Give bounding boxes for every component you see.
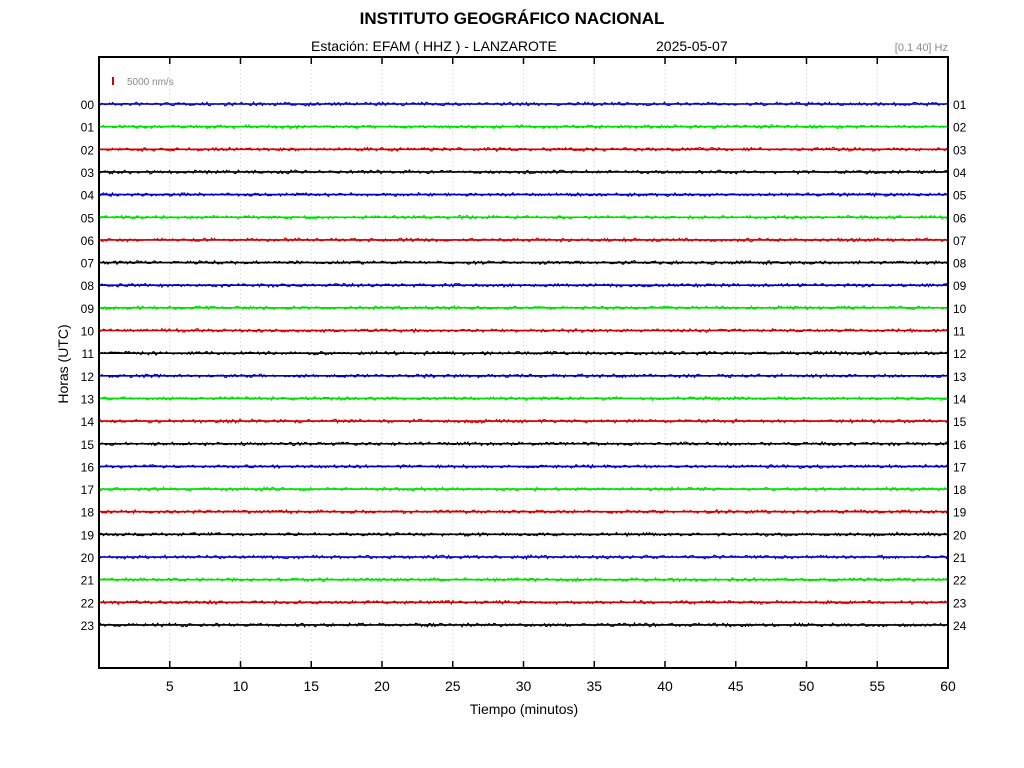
grid-layer (169, 57, 878, 668)
right-hour-label-08: 08 (953, 257, 967, 271)
x-tick-label-3: 20 (374, 678, 390, 694)
left-hour-label-08: 08 (81, 279, 95, 293)
right-hour-label-23: 23 (953, 596, 967, 610)
x-tick-label-4: 25 (445, 678, 461, 694)
x-tick-label-9: 50 (799, 678, 815, 694)
x-tick-label-10: 55 (869, 678, 885, 694)
right-hour-label-13: 13 (953, 370, 967, 384)
date-label: 2025-05-07 (656, 38, 728, 54)
x-tick-label-1: 10 (233, 678, 249, 694)
x-axis-label: Tiempo (minutos) (470, 701, 578, 717)
x-tick-label-8: 45 (728, 678, 744, 694)
left-hour-label-06: 06 (81, 234, 95, 248)
left-hour-label-12: 12 (81, 370, 95, 384)
right-hour-label-14: 14 (953, 392, 967, 406)
left-hour-label-15: 15 (81, 438, 95, 452)
left-hour-label-13: 13 (81, 392, 95, 406)
x-tick-label-2: 15 (303, 678, 319, 694)
right-hour-label-09: 09 (953, 279, 967, 293)
right-hour-label-03: 03 (953, 143, 967, 157)
x-tick-label-11: 60 (940, 678, 956, 694)
left-hour-label-14: 14 (81, 415, 95, 429)
right-hour-label-24: 24 (953, 619, 967, 633)
left-hour-label-11: 11 (82, 347, 95, 361)
right-hour-label-05: 05 (953, 189, 967, 203)
right-hour-label-18: 18 (953, 483, 967, 497)
right-hour-label-19: 19 (953, 506, 967, 520)
left-hour-label-09: 09 (81, 302, 95, 316)
left-hour-label-17: 17 (81, 483, 95, 497)
left-hour-label-00: 00 (81, 98, 95, 112)
right-hour-label-12: 12 (953, 347, 967, 361)
trace-layer (98, 101, 949, 629)
left-hour-label-23: 23 (81, 619, 95, 633)
left-hour-label-04: 04 (81, 189, 95, 203)
left-hour-label-21: 21 (81, 574, 95, 588)
left-hour-label-22: 22 (81, 596, 95, 610)
right-hour-label-01: 01 (953, 98, 967, 112)
x-tick-label-6: 35 (586, 678, 602, 694)
right-hour-label-11: 11 (953, 325, 966, 339)
left-hour-label-20: 20 (81, 551, 95, 565)
left-hour-label-07: 07 (81, 257, 95, 271)
tick-layer (169, 57, 949, 668)
right-hour-label-02: 02 (953, 121, 967, 135)
right-hour-label-10: 10 (953, 302, 967, 316)
right-hour-label-15: 15 (953, 415, 967, 429)
left-hour-label-05: 05 (81, 211, 95, 225)
left-hour-label-10: 10 (81, 325, 95, 339)
left-hour-label-03: 03 (81, 166, 95, 180)
x-tick-label-5: 30 (516, 678, 532, 694)
right-hour-label-06: 06 (953, 211, 967, 225)
left-hour-label-18: 18 (81, 506, 95, 520)
right-hour-label-17: 17 (953, 460, 967, 474)
left-hour-label-19: 19 (81, 528, 95, 542)
left-hour-label-16: 16 (81, 460, 95, 474)
scale-bar: 5000 nm/s (112, 77, 174, 88)
trace-hour-20 (98, 554, 949, 561)
left-hour-label-02: 02 (81, 143, 95, 157)
right-hour-label-07: 07 (953, 234, 967, 248)
station-label: Estación: EFAM ( HHZ ) - LANZAROTE (311, 38, 557, 54)
right-hour-label-16: 16 (953, 438, 967, 452)
y-axis-label: Horas (UTC) (55, 324, 71, 403)
label-layer: 5 10 15 20 25 30 35 40 45 50 55 60 00 01 01 02 02 03 03 04 0… (81, 98, 967, 694)
scale-bar-label: 5000 nm/s (127, 77, 174, 88)
right-hour-label-21: 21 (953, 551, 967, 565)
chart-title: INSTITUTO GEOGRÁFICO NACIONAL (359, 9, 665, 28)
filter-band-label: [0.1 40] Hz (894, 42, 948, 54)
right-hour-label-20: 20 (953, 528, 967, 542)
x-tick-label-7: 40 (657, 678, 673, 694)
left-hour-label-01: 01 (81, 121, 95, 135)
x-tick-label-0: 5 (166, 678, 174, 694)
right-hour-label-22: 22 (953, 574, 967, 588)
right-hour-label-04: 04 (953, 166, 967, 180)
